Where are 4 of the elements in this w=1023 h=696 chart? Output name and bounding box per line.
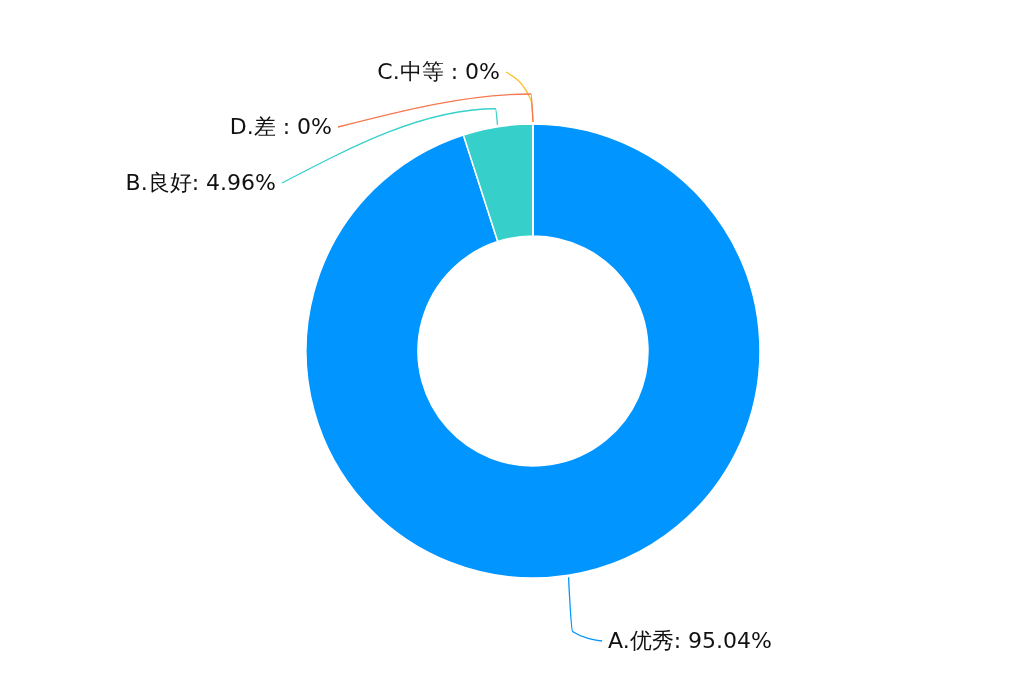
slice-label: A.优秀: 95.04% bbox=[608, 628, 772, 653]
category-label: D.差 : 0% bbox=[229, 114, 332, 139]
slice-label: B.良好: 4.96% bbox=[125, 170, 276, 195]
category-label: C.中等 : 0% bbox=[377, 59, 500, 84]
